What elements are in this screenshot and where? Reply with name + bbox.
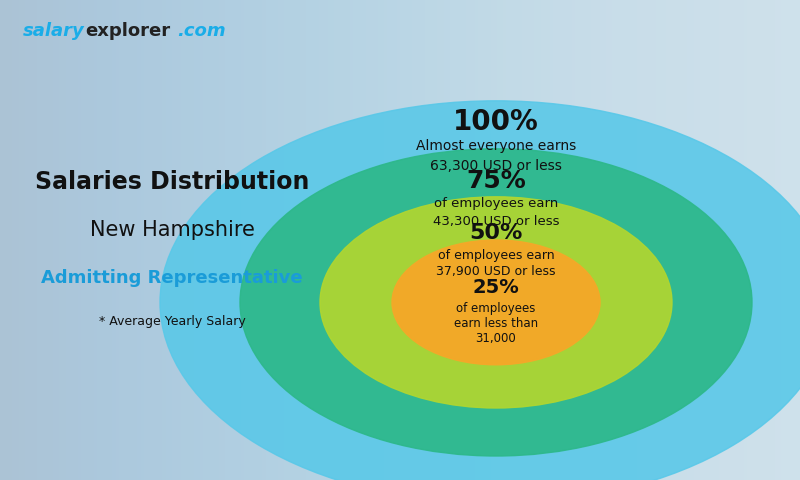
Text: of employees: of employees — [456, 301, 536, 315]
Circle shape — [160, 101, 800, 480]
Text: Almost everyone earns: Almost everyone earns — [416, 139, 576, 154]
Text: 31,000: 31,000 — [476, 332, 516, 346]
Circle shape — [320, 197, 672, 408]
Text: explorer: explorer — [86, 22, 170, 40]
Text: Admitting Representative: Admitting Representative — [41, 269, 303, 288]
Text: of employees earn: of employees earn — [434, 197, 558, 211]
Text: salary: salary — [22, 22, 84, 40]
Text: 50%: 50% — [470, 223, 522, 243]
Text: 75%: 75% — [466, 169, 526, 193]
Circle shape — [240, 149, 752, 456]
Circle shape — [392, 240, 600, 365]
Text: New Hampshire: New Hampshire — [90, 220, 254, 240]
Text: 43,300 USD or less: 43,300 USD or less — [433, 215, 559, 228]
Text: of employees earn: of employees earn — [438, 249, 554, 262]
Text: 100%: 100% — [453, 108, 539, 136]
Text: 37,900 USD or less: 37,900 USD or less — [436, 265, 556, 278]
Text: 25%: 25% — [473, 277, 519, 297]
Text: Salaries Distribution: Salaries Distribution — [35, 170, 309, 194]
Text: 63,300 USD or less: 63,300 USD or less — [430, 158, 562, 173]
Text: * Average Yearly Salary: * Average Yearly Salary — [98, 315, 246, 328]
Text: .com: .com — [178, 22, 226, 40]
Text: earn less than: earn less than — [454, 317, 538, 330]
